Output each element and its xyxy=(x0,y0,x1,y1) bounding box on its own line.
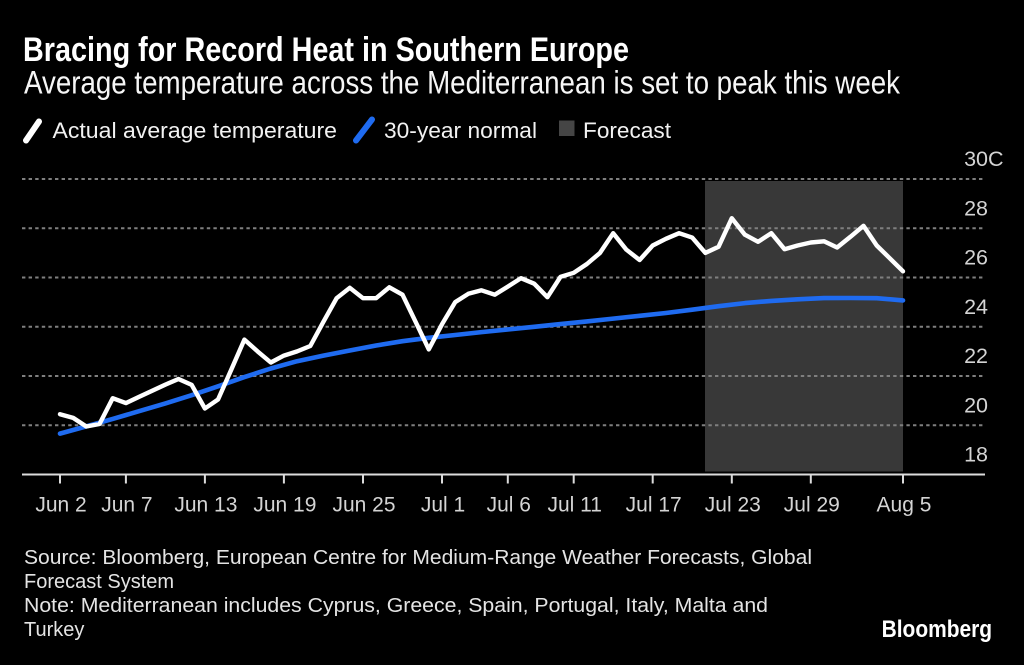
svg-text:Jun 7: Jun 7 xyxy=(101,494,152,517)
svg-text:30-year normal: 30-year normal xyxy=(384,118,537,143)
svg-text:Bracing for Record Heat in Sou: Bracing for Record Heat in Southern Euro… xyxy=(23,31,629,69)
svg-text:Jul 17: Jul 17 xyxy=(626,494,682,517)
svg-text:Jul 6: Jul 6 xyxy=(487,494,531,517)
svg-text:20: 20 xyxy=(964,393,988,417)
svg-text:Bloomberg: Bloomberg xyxy=(882,616,993,643)
svg-text:22: 22 xyxy=(964,344,988,368)
svg-text:Jul 23: Jul 23 xyxy=(705,494,761,517)
svg-text:Source: Bloomberg, European Ce: Source: Bloomberg, European Centre for M… xyxy=(24,547,812,569)
svg-text:28: 28 xyxy=(964,196,988,220)
svg-text:Forecast: Forecast xyxy=(583,118,671,143)
svg-text:Jun 19: Jun 19 xyxy=(253,494,316,517)
svg-text:Turkey: Turkey xyxy=(24,619,84,641)
svg-text:30: 30 xyxy=(964,147,988,171)
svg-text:Forecast System: Forecast System xyxy=(24,571,174,593)
svg-text:18: 18 xyxy=(964,443,988,467)
svg-text:Aug 5: Aug 5 xyxy=(877,494,932,517)
svg-text:Jul 11: Jul 11 xyxy=(547,494,601,517)
svg-text:Jun 25: Jun 25 xyxy=(332,494,395,517)
svg-text:Average temperature across the: Average temperature across the Mediterra… xyxy=(24,65,901,101)
svg-text:Note: Mediterranean includes C: Note: Mediterranean includes Cyprus, Gre… xyxy=(24,595,768,617)
svg-text:26: 26 xyxy=(964,246,988,270)
svg-text:Jun 2: Jun 2 xyxy=(35,494,86,517)
svg-text:Jul 1: Jul 1 xyxy=(421,494,465,517)
svg-text:C: C xyxy=(988,147,1004,171)
svg-text:Jun 13: Jun 13 xyxy=(174,494,237,517)
svg-text:24: 24 xyxy=(964,295,988,319)
svg-text:Actual average temperature: Actual average temperature xyxy=(53,118,338,143)
svg-text:Jul 29: Jul 29 xyxy=(784,494,840,517)
